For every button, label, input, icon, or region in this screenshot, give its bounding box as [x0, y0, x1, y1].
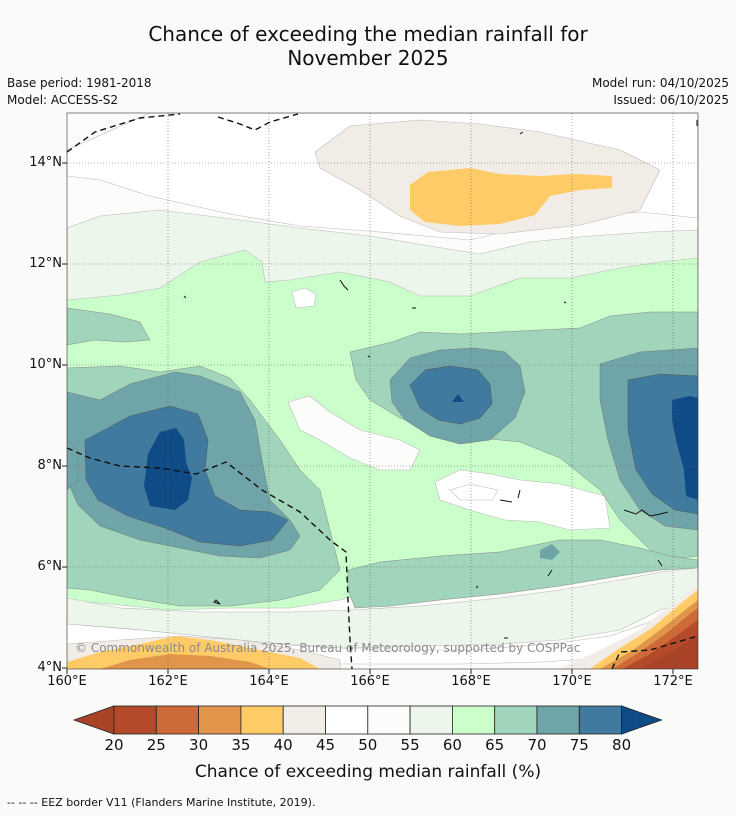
title-line-2: November 2025 — [287, 46, 449, 70]
region-75-80-left-edge — [67, 439, 79, 491]
colorbar-swatch — [198, 705, 242, 735]
eez-footnote: -- -- -- EEZ border V11 (Flanders Marine… — [7, 796, 316, 809]
colorbar-swatch — [536, 705, 580, 735]
colorbar-tick-label: 45 — [315, 736, 336, 754]
colorbar-tick-label: 35 — [231, 736, 251, 754]
colorbar-tick-label: 65 — [485, 736, 505, 754]
lat-label-14n: 14°N — [29, 155, 62, 170]
colorbar-tick-label: 75 — [569, 736, 589, 754]
lat-label-4n: 4°N — [37, 660, 63, 675]
lat-label-8n: 8°N — [37, 458, 63, 473]
colorbar-swatch — [113, 705, 157, 735]
colorbar-tick-label: 30 — [189, 736, 209, 754]
colorbar-arrow-high — [621, 705, 663, 735]
model-run: Model run: 04/10/2025 — [591, 76, 729, 90]
region-darkest-east — [672, 396, 698, 500]
colorbar-swatch — [240, 705, 284, 735]
colorbar-swatch — [494, 705, 538, 735]
colorbar-tick-label: 70 — [527, 736, 547, 754]
region-20-below-se — [640, 634, 698, 669]
title-line-1: Chance of exceeding the median rainfall … — [148, 22, 588, 46]
islands — [183, 120, 698, 639]
eez-border — [66, 113, 699, 670]
copyright-notice: © Commonwealth of Australia 2025, Bureau… — [75, 641, 581, 655]
colorbar-tick-label: 25 — [146, 736, 166, 754]
colorbar-title: Chance of exceeding median rainfall (%) — [194, 762, 542, 782]
colorbar-tick-label: 60 — [442, 736, 462, 754]
region-30-35-south — [100, 654, 270, 669]
colorbar-swatch — [409, 705, 453, 735]
region-70-75-south — [347, 539, 698, 609]
region-darkest-central — [452, 394, 464, 402]
region-80-plus-central — [409, 365, 493, 425]
meta-left: Base period: 1981-2018 Model: ACCESS-S2 — [7, 75, 152, 109]
lat-label-6n: 6°N — [37, 559, 63, 574]
lon-label-164e: 164°E — [249, 674, 289, 689]
colorbar-swatch — [367, 705, 411, 735]
colorbar-swatch — [282, 705, 326, 735]
lon-label-166e: 166°E — [350, 674, 390, 689]
lat-label-10n: 10°N — [29, 357, 62, 372]
graticule — [67, 113, 698, 669]
colorbar-tick-label: 55 — [400, 736, 420, 754]
colorbar-swatch — [578, 705, 622, 735]
colorbar-swatch — [451, 705, 496, 735]
model-name: Model: ACCESS-S2 — [7, 93, 119, 107]
region-35-40-north — [410, 168, 612, 226]
region-55-60-islands — [287, 395, 421, 471]
lon-label-162e: 162°E — [148, 674, 188, 689]
lon-label-170e: 170°E — [552, 674, 592, 689]
lon-label-160e: 160°E — [47, 674, 87, 689]
region-white-small — [291, 287, 317, 309]
colorbar-tick-label: 50 — [358, 736, 378, 754]
colorbar-swatch — [325, 705, 369, 735]
colorbar — [72, 705, 663, 735]
lat-label-12n: 12°N — [29, 256, 62, 271]
region-70-75-west — [67, 307, 151, 346]
base-period: Base period: 1981-2018 — [7, 76, 152, 90]
region-45-50-island — [449, 483, 499, 501]
colorbar-tick-label: 40 — [273, 736, 293, 754]
meta-right: Model run: 04/10/2025 Issued: 06/10/2025 — [592, 75, 729, 109]
colorbar-swatch — [155, 705, 200, 735]
region-50-55-island — [434, 469, 611, 531]
colorbar-tick-label: 80 — [612, 736, 632, 754]
map-title: Chance of exceeding the median rainfall … — [0, 22, 736, 70]
lon-label-172e: 172°E — [653, 674, 693, 689]
map-frame — [66, 112, 699, 670]
axis-ticks — [62, 162, 674, 674]
colorbar-tick-label: 20 — [104, 736, 124, 754]
region-small-blob — [540, 544, 560, 560]
lon-label-168e: 168°E — [451, 674, 491, 689]
issued-date: Issued: 06/10/2025 — [613, 93, 729, 107]
colorbar-arrow-low — [72, 705, 115, 735]
